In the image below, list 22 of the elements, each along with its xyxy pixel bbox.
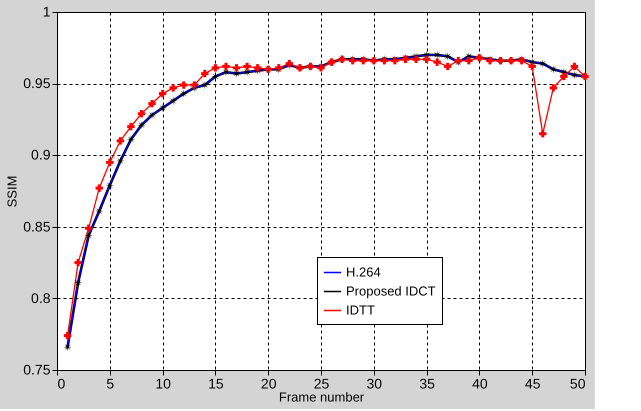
legend-label: Proposed IDCT bbox=[346, 284, 436, 298]
x-tick-label: 0 bbox=[58, 376, 66, 392]
legend-label: H.264 bbox=[346, 264, 381, 280]
x-tick-label: 5 bbox=[106, 376, 114, 392]
y-tick-label: 0.95 bbox=[23, 75, 51, 92]
x-tick-label: 20 bbox=[260, 376, 277, 392]
y-tick-label: 0.85 bbox=[23, 218, 51, 234]
x-tick-label: 25 bbox=[314, 376, 330, 392]
y-tick-label: 0.8 bbox=[31, 290, 51, 306]
x-tick-label: 45 bbox=[524, 376, 541, 392]
x-axis-title: Frame number bbox=[278, 390, 365, 404]
x-tick-label: 40 bbox=[472, 376, 488, 392]
x-tick-label: 50 bbox=[570, 376, 586, 392]
x-tick-label: 35 bbox=[419, 376, 436, 392]
x-tick-label: 15 bbox=[208, 376, 224, 392]
legend-label: IDTT bbox=[346, 302, 375, 318]
y-tick-label: 1 bbox=[42, 4, 51, 20]
y-tick-label: 0.9 bbox=[31, 146, 51, 163]
y-axis-title: SSIM bbox=[4, 176, 20, 208]
y-tick-label: 0.75 bbox=[23, 362, 51, 378]
x-tick-label: 30 bbox=[366, 376, 382, 392]
x-tick-label: 10 bbox=[155, 376, 172, 392]
